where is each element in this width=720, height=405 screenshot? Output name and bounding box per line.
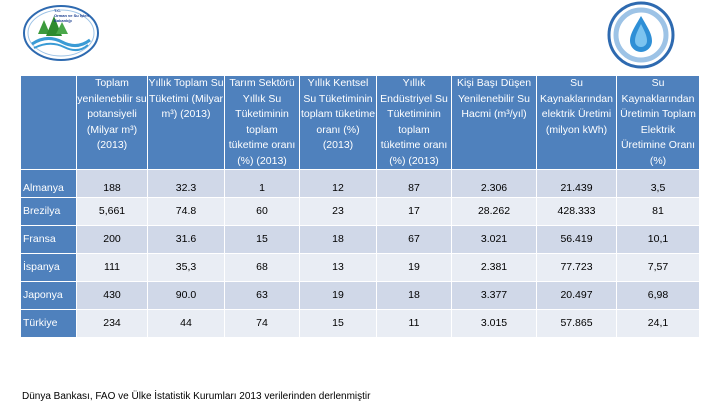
table-cell: 3.015: [452, 310, 536, 337]
table-cell: 81: [617, 198, 699, 225]
table-cell: 90.0: [148, 282, 224, 309]
table-cell: 428.333: [537, 198, 616, 225]
table-cell: 28.262: [452, 198, 536, 225]
table-cell: 5,661: [77, 198, 147, 225]
row-country: İspanya: [21, 254, 76, 281]
table-cell: 20.497: [537, 282, 616, 309]
table-cell: 63: [225, 282, 299, 309]
row-country: Brezilya: [21, 198, 76, 225]
table-cell: 21.439: [537, 170, 616, 197]
table-cell: 23: [300, 198, 376, 225]
table-row: Almanya 188 32.3 1 12 87 2.306 21.439 3,…: [21, 170, 699, 197]
table-cell: 19: [377, 254, 451, 281]
table-cell: 31.6: [148, 226, 224, 253]
table-row: Japonya 430 90.0 63 19 18 3.377 20.497 6…: [21, 282, 699, 309]
table-cell: 32.3: [148, 170, 224, 197]
table-cell: 234: [77, 310, 147, 337]
table-cell: 2.381: [452, 254, 536, 281]
water-statistics-table: Toplam yenilenebilir su potansiyeli (Mil…: [20, 75, 700, 338]
table-cell: 1: [225, 170, 299, 197]
header-agriculture-share: Tarım Sektörü Yıllık Su Tüketiminin topl…: [225, 76, 299, 169]
table-cell: 67: [377, 226, 451, 253]
ministry-logo-line2: Orman ve Su İşleri: [54, 13, 90, 18]
table-cell: 74.8: [148, 198, 224, 225]
table-cell: 200: [77, 226, 147, 253]
table-row: İspanya 111 35,3 68 13 19 2.381 77.723 7…: [21, 254, 699, 281]
header-hydro-share: Su Kaynaklarından Üretimin Toplam Elektr…: [617, 76, 699, 169]
table-cell: 3.021: [452, 226, 536, 253]
table-cell: 19: [300, 282, 376, 309]
ministry-logo-line1: T.C.: [54, 8, 62, 13]
table-cell: 87: [377, 170, 451, 197]
table-cell: 3,5: [617, 170, 699, 197]
header-annual-total-consumption: Yıllık Toplam Su Tüketimi (Milyar m³) (2…: [148, 76, 224, 169]
ministry-logo-text: T.C. Orman ve Su İşleri Bakanlığı: [54, 8, 94, 23]
ministry-logo: [22, 4, 100, 62]
row-country: Almanya: [21, 170, 76, 197]
row-country: Fransa: [21, 226, 76, 253]
header-per-capita-volume: Kişi Başı Düşen Yenilenebilir Su Hacmi (…: [452, 76, 536, 169]
header-corner: [21, 76, 76, 169]
table-cell: 3.377: [452, 282, 536, 309]
table-cell: 17: [377, 198, 451, 225]
table-cell: 6,98: [617, 282, 699, 309]
table-cell: 35,3: [148, 254, 224, 281]
table-cell: 188: [77, 170, 147, 197]
source-note: Dünya Bankası, FAO ve Ülke İstatistik Ku…: [22, 391, 371, 402]
table-cell: 15: [300, 310, 376, 337]
row-country: Türkiye: [21, 310, 76, 337]
table-cell: 44: [148, 310, 224, 337]
table-cell: 15: [225, 226, 299, 253]
table-cell: 11: [377, 310, 451, 337]
table-cell: 74: [225, 310, 299, 337]
table-row: Fransa 200 31.6 15 18 67 3.021 56.419 10…: [21, 226, 699, 253]
row-country: Japonya: [21, 282, 76, 309]
table-cell: 77.723: [537, 254, 616, 281]
table-cell: 24,1: [617, 310, 699, 337]
table-cell: 12: [300, 170, 376, 197]
header-urban-share: Yıllık Kentsel Su Tüketiminin toplam tük…: [300, 76, 376, 169]
table-cell: 7,57: [617, 254, 699, 281]
table-cell: 111: [77, 254, 147, 281]
header-industrial-share: Yıllık Endüstriyel Su Tüketiminin toplam…: [377, 76, 451, 169]
table-cell: 13: [300, 254, 376, 281]
table-cell: 2.306: [452, 170, 536, 197]
water-drop-seal-logo: [606, 0, 676, 70]
table-cell: 10,1: [617, 226, 699, 253]
table-cell: 60: [225, 198, 299, 225]
table-cell: 68: [225, 254, 299, 281]
ministry-logo-line3: Bakanlığı: [54, 18, 72, 23]
table-cell: 56.419: [537, 226, 616, 253]
table-cell: 430: [77, 282, 147, 309]
table-cell: 18: [377, 282, 451, 309]
table-cell: 57.865: [537, 310, 616, 337]
table-header-row: Toplam yenilenebilir su potansiyeli (Mil…: [21, 76, 699, 169]
header-hydro-electricity: Su Kaynaklarından elektrik Üretimi (mily…: [537, 76, 616, 169]
table-row: Brezilya 5,661 74.8 60 23 17 28.262 428.…: [21, 198, 699, 225]
table-cell: 18: [300, 226, 376, 253]
table-row: Türkiye 234 44 74 15 11 3.015 57.865 24,…: [21, 310, 699, 337]
header-renewable-water-potential: Toplam yenilenebilir su potansiyeli (Mil…: [77, 76, 147, 169]
